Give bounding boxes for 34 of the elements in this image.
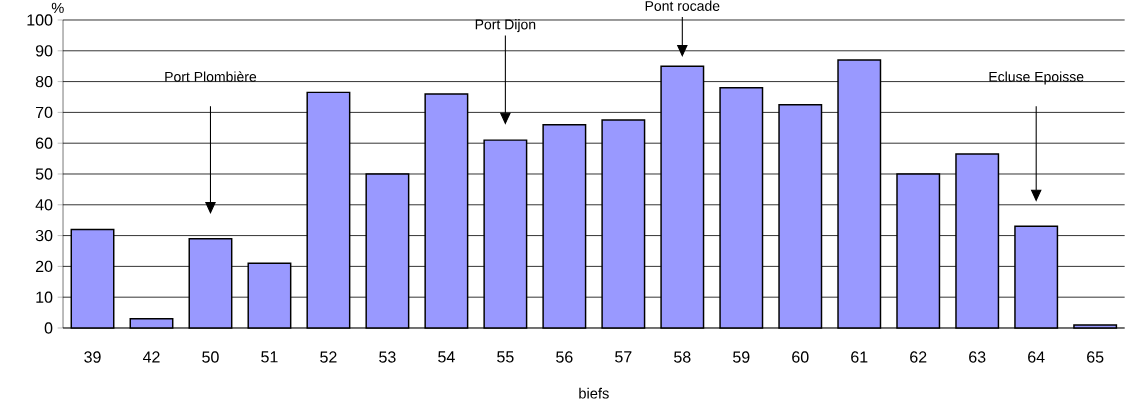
x-tick-label: 59 — [733, 351, 750, 363]
y-tick-label: 70 — [35, 106, 53, 119]
y-tick-label: 60 — [35, 137, 53, 149]
x-tick-label: 39 — [84, 351, 101, 363]
y-tick-label: 20 — [35, 260, 53, 273]
y-tick-label: 50 — [35, 168, 53, 180]
x-tick-label: 56 — [556, 351, 573, 363]
annotation: Port Plombière — [165, 71, 257, 82]
y-tick-label: 90 — [35, 45, 53, 57]
x-tick-label: 54 — [438, 351, 455, 363]
y-tick-label: 80 — [35, 75, 53, 88]
x-tick-label: 50 — [202, 351, 219, 363]
x-tick-label: 64 — [1028, 351, 1045, 363]
x-tick-label: 55 — [497, 351, 514, 363]
x-tick-label: 58 — [674, 351, 691, 363]
y-tick-label: 100 — [27, 14, 53, 26]
y-tick-label: 10 — [36, 291, 53, 303]
x-tick-label: 65 — [1087, 351, 1104, 363]
x-tick-label: 42 — [142, 351, 160, 363]
x-axis-title: biefs — [579, 387, 609, 399]
x-tick-label: 57 — [615, 351, 632, 363]
x-tick-label: 60 — [792, 351, 809, 363]
x-tick-label: 62 — [910, 351, 927, 363]
annotation: Port Dijon — [475, 19, 536, 33]
x-tick-label: 53 — [379, 351, 396, 363]
x-tick-label: 51 — [261, 351, 278, 363]
x-tick-label: 52 — [320, 351, 337, 363]
y-tick-label: 30 — [35, 229, 53, 242]
text: Pont rocade — [645, 0, 720, 11]
x-tick-label: 63 — [969, 351, 986, 363]
y-axis-title: % — [51, 2, 64, 14]
y-tick-label: 0 — [44, 322, 53, 334]
x-tick-label: 61 — [851, 351, 868, 363]
y-tick-label: 40 — [35, 199, 53, 211]
